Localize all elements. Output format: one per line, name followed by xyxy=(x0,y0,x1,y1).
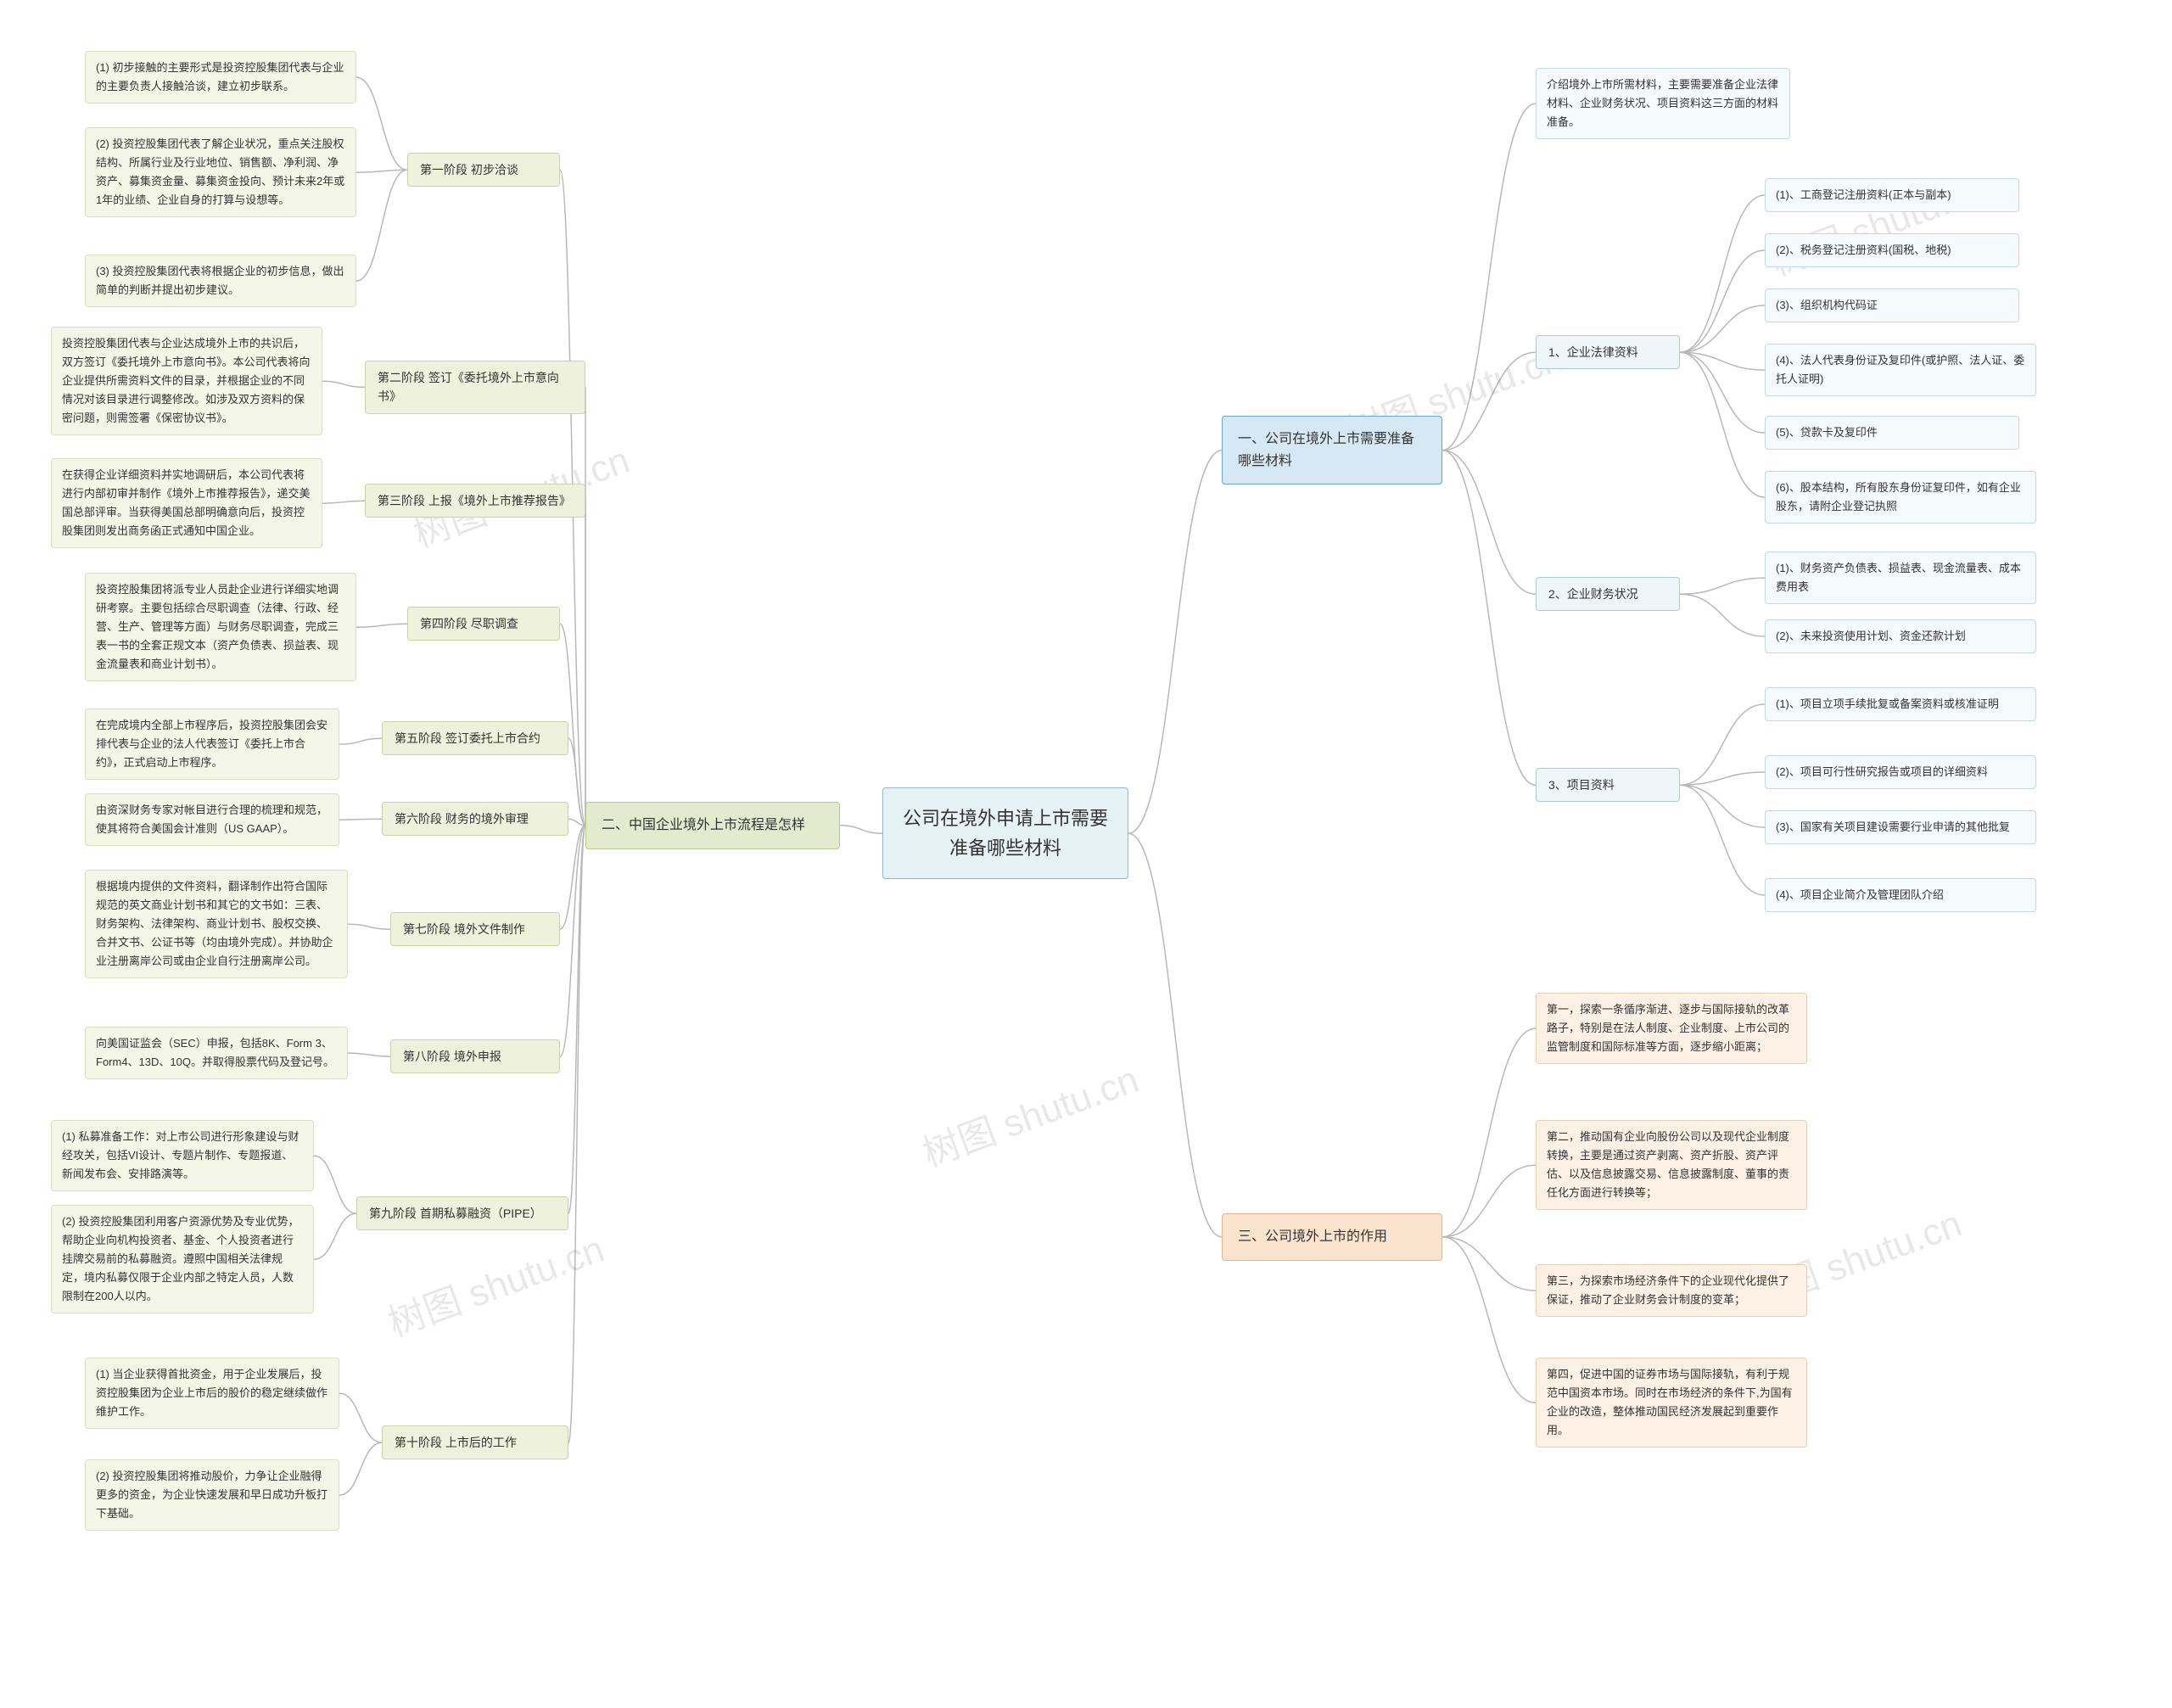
b2-stage-5: 第五阶段 签订委托上市合约 xyxy=(382,721,568,755)
branch-1: 一、公司在境外上市需要准备哪些材料 xyxy=(1222,416,1442,484)
b1-s1-item: (3)、组织机构代码证 xyxy=(1765,288,2019,322)
b1-s1-item: (2)、税务登记注册资料(国税、地税) xyxy=(1765,233,2019,267)
b3-item: 第二，推动国有企业向股份公司以及现代企业制度转换，主要是通过资产剥离、资产折股、… xyxy=(1536,1120,1807,1210)
b1-s1-item: (1)、工商登记注册资料(正本与副本) xyxy=(1765,178,2019,212)
b1-s3-item: (3)、国家有关项目建设需要行业申请的其他批复 xyxy=(1765,810,2036,844)
b2-s9-item: (1) 私募准备工作：对上市公司进行形象建设与财经攻关，包括VI设计、专题片制作… xyxy=(51,1120,314,1191)
branch-2: 二、中国企业境外上市流程是怎样 xyxy=(585,802,840,849)
b1-s1-item: (5)、贷款卡及复印件 xyxy=(1765,416,2019,450)
watermark: 树图 shutu.cn xyxy=(914,1049,1145,1177)
b3-item: 第四，促进中国的证券市场与国际接轨，有利于规范中国资本市场。同时在市场经济的条件… xyxy=(1536,1358,1807,1448)
b3-item: 第一，探索一条循序渐进、逐步与国际接轨的改革路子，特别是在法人制度、企业制度、上… xyxy=(1536,993,1807,1064)
b2-stage-7: 第七阶段 境外文件制作 xyxy=(390,912,560,946)
b2-s10-item: (2) 投资控股集团将推动股价，力争让企业融得更多的资金，为企业快速发展和早日成… xyxy=(85,1459,339,1531)
b2-s3-item: 在获得企业详细资料并实地调研后，本公司代表将进行内部初审并制作《境外上市推荐报告… xyxy=(51,458,322,548)
b2-s5-item: 在完成境内全部上市程序后，投资控股集团会安排代表与企业的法人代表签订《委托上市合… xyxy=(85,708,339,780)
b2-stage-8: 第八阶段 境外申报 xyxy=(390,1039,560,1073)
b1-s1-item: (4)、法人代表身份证及复印件(或护照、法人证、委托人证明) xyxy=(1765,344,2036,396)
branch-3: 三、公司境外上市的作用 xyxy=(1222,1213,1442,1261)
b1-sub-1: 1、企业法律资料 xyxy=(1536,335,1680,369)
b2-s2-item: 投资控股集团代表与企业达成境外上市的共识后，双方签订《委托境外上市意向书》。本公… xyxy=(51,327,322,435)
b2-s4-item: 投资控股集团将派专业人员赴企业进行详细实地调研考察。主要包括综合尽职调查（法律、… xyxy=(85,573,356,681)
b2-stage-10: 第十阶段 上市后的工作 xyxy=(382,1425,568,1459)
b2-stage-1: 第一阶段 初步洽谈 xyxy=(407,153,560,187)
b1-s3-item: (2)、项目可行性研究报告或项目的详细资料 xyxy=(1765,755,2036,789)
watermark: 树图 shutu.cn xyxy=(379,1218,610,1347)
b2-stage-3: 第三阶段 上报《境外上市推荐报告》 xyxy=(365,484,585,518)
b2-s1-item: (1) 初步接触的主要形式是投资控股集团代表与企业的主要负责人接触洽谈，建立初步… xyxy=(85,51,356,104)
b2-s7-item: 根据境内提供的文件资料，翻译制作出符合国际规范的英文商业计划书和其它的文书如：三… xyxy=(85,870,348,978)
b1-sub-3: 3、项目资料 xyxy=(1536,768,1680,802)
b1-s2-item: (1)、财务资产负债表、损益表、现金流量表、成本费用表 xyxy=(1765,552,2036,604)
b1-s2-item: (2)、未来投资使用计划、资金还款计划 xyxy=(1765,619,2036,653)
b2-s9-item: (2) 投资控股集团利用客户资源优势及专业优势，帮助企业向机构投资者、基金、个人… xyxy=(51,1205,314,1313)
center-node: 公司在境外申请上市需要准备哪些材料 xyxy=(882,787,1128,879)
b2-s10-item: (1) 当企业获得首批资金，用于企业发展后，投资控股集团为企业上市后的股价的稳定… xyxy=(85,1358,339,1429)
b1-intro: 介绍境外上市所需材料，主要需要准备企业法律材料、企业财务状况、项目资料这三方面的… xyxy=(1536,68,1790,139)
b1-s3-item: (4)、项目企业简介及管理团队介绍 xyxy=(1765,878,2036,912)
b1-sub-2: 2、企业财务状况 xyxy=(1536,577,1680,611)
b1-s3-item: (1)、项目立项手续批复或备案资料或核准证明 xyxy=(1765,687,2036,721)
b2-stage-6: 第六阶段 财务的境外审理 xyxy=(382,802,568,836)
b2-stage-2: 第二阶段 签订《委托境外上市意向书》 xyxy=(365,361,585,414)
b3-item: 第三，为探索市场经济条件下的企业现代化提供了保证，推动了企业财务会计制度的变革； xyxy=(1536,1264,1807,1317)
b2-s6-item: 由资深财务专家对帐目进行合理的梳理和规范，使其将符合美国会计准则（US GAAP… xyxy=(85,793,339,846)
b2-s1-item: (2) 投资控股集团代表了解企业状况，重点关注股权结构、所属行业及行业地位、销售… xyxy=(85,127,356,217)
b2-stage-9: 第九阶段 首期私募融资（PIPE） xyxy=(356,1196,568,1230)
b2-s1-item: (3) 投资控股集团代表将根据企业的初步信息，做出简单的判断并提出初步建议。 xyxy=(85,255,356,307)
b2-s8-item: 向美国证监会（SEC）申报，包括8K、Form 3、Form4、13D、10Q。… xyxy=(85,1027,348,1079)
b2-stage-4: 第四阶段 尽职调查 xyxy=(407,607,560,641)
b1-s1-item: (6)、股本结构，所有股东身份证复印件，如有企业股东，请附企业登记执照 xyxy=(1765,471,2036,524)
